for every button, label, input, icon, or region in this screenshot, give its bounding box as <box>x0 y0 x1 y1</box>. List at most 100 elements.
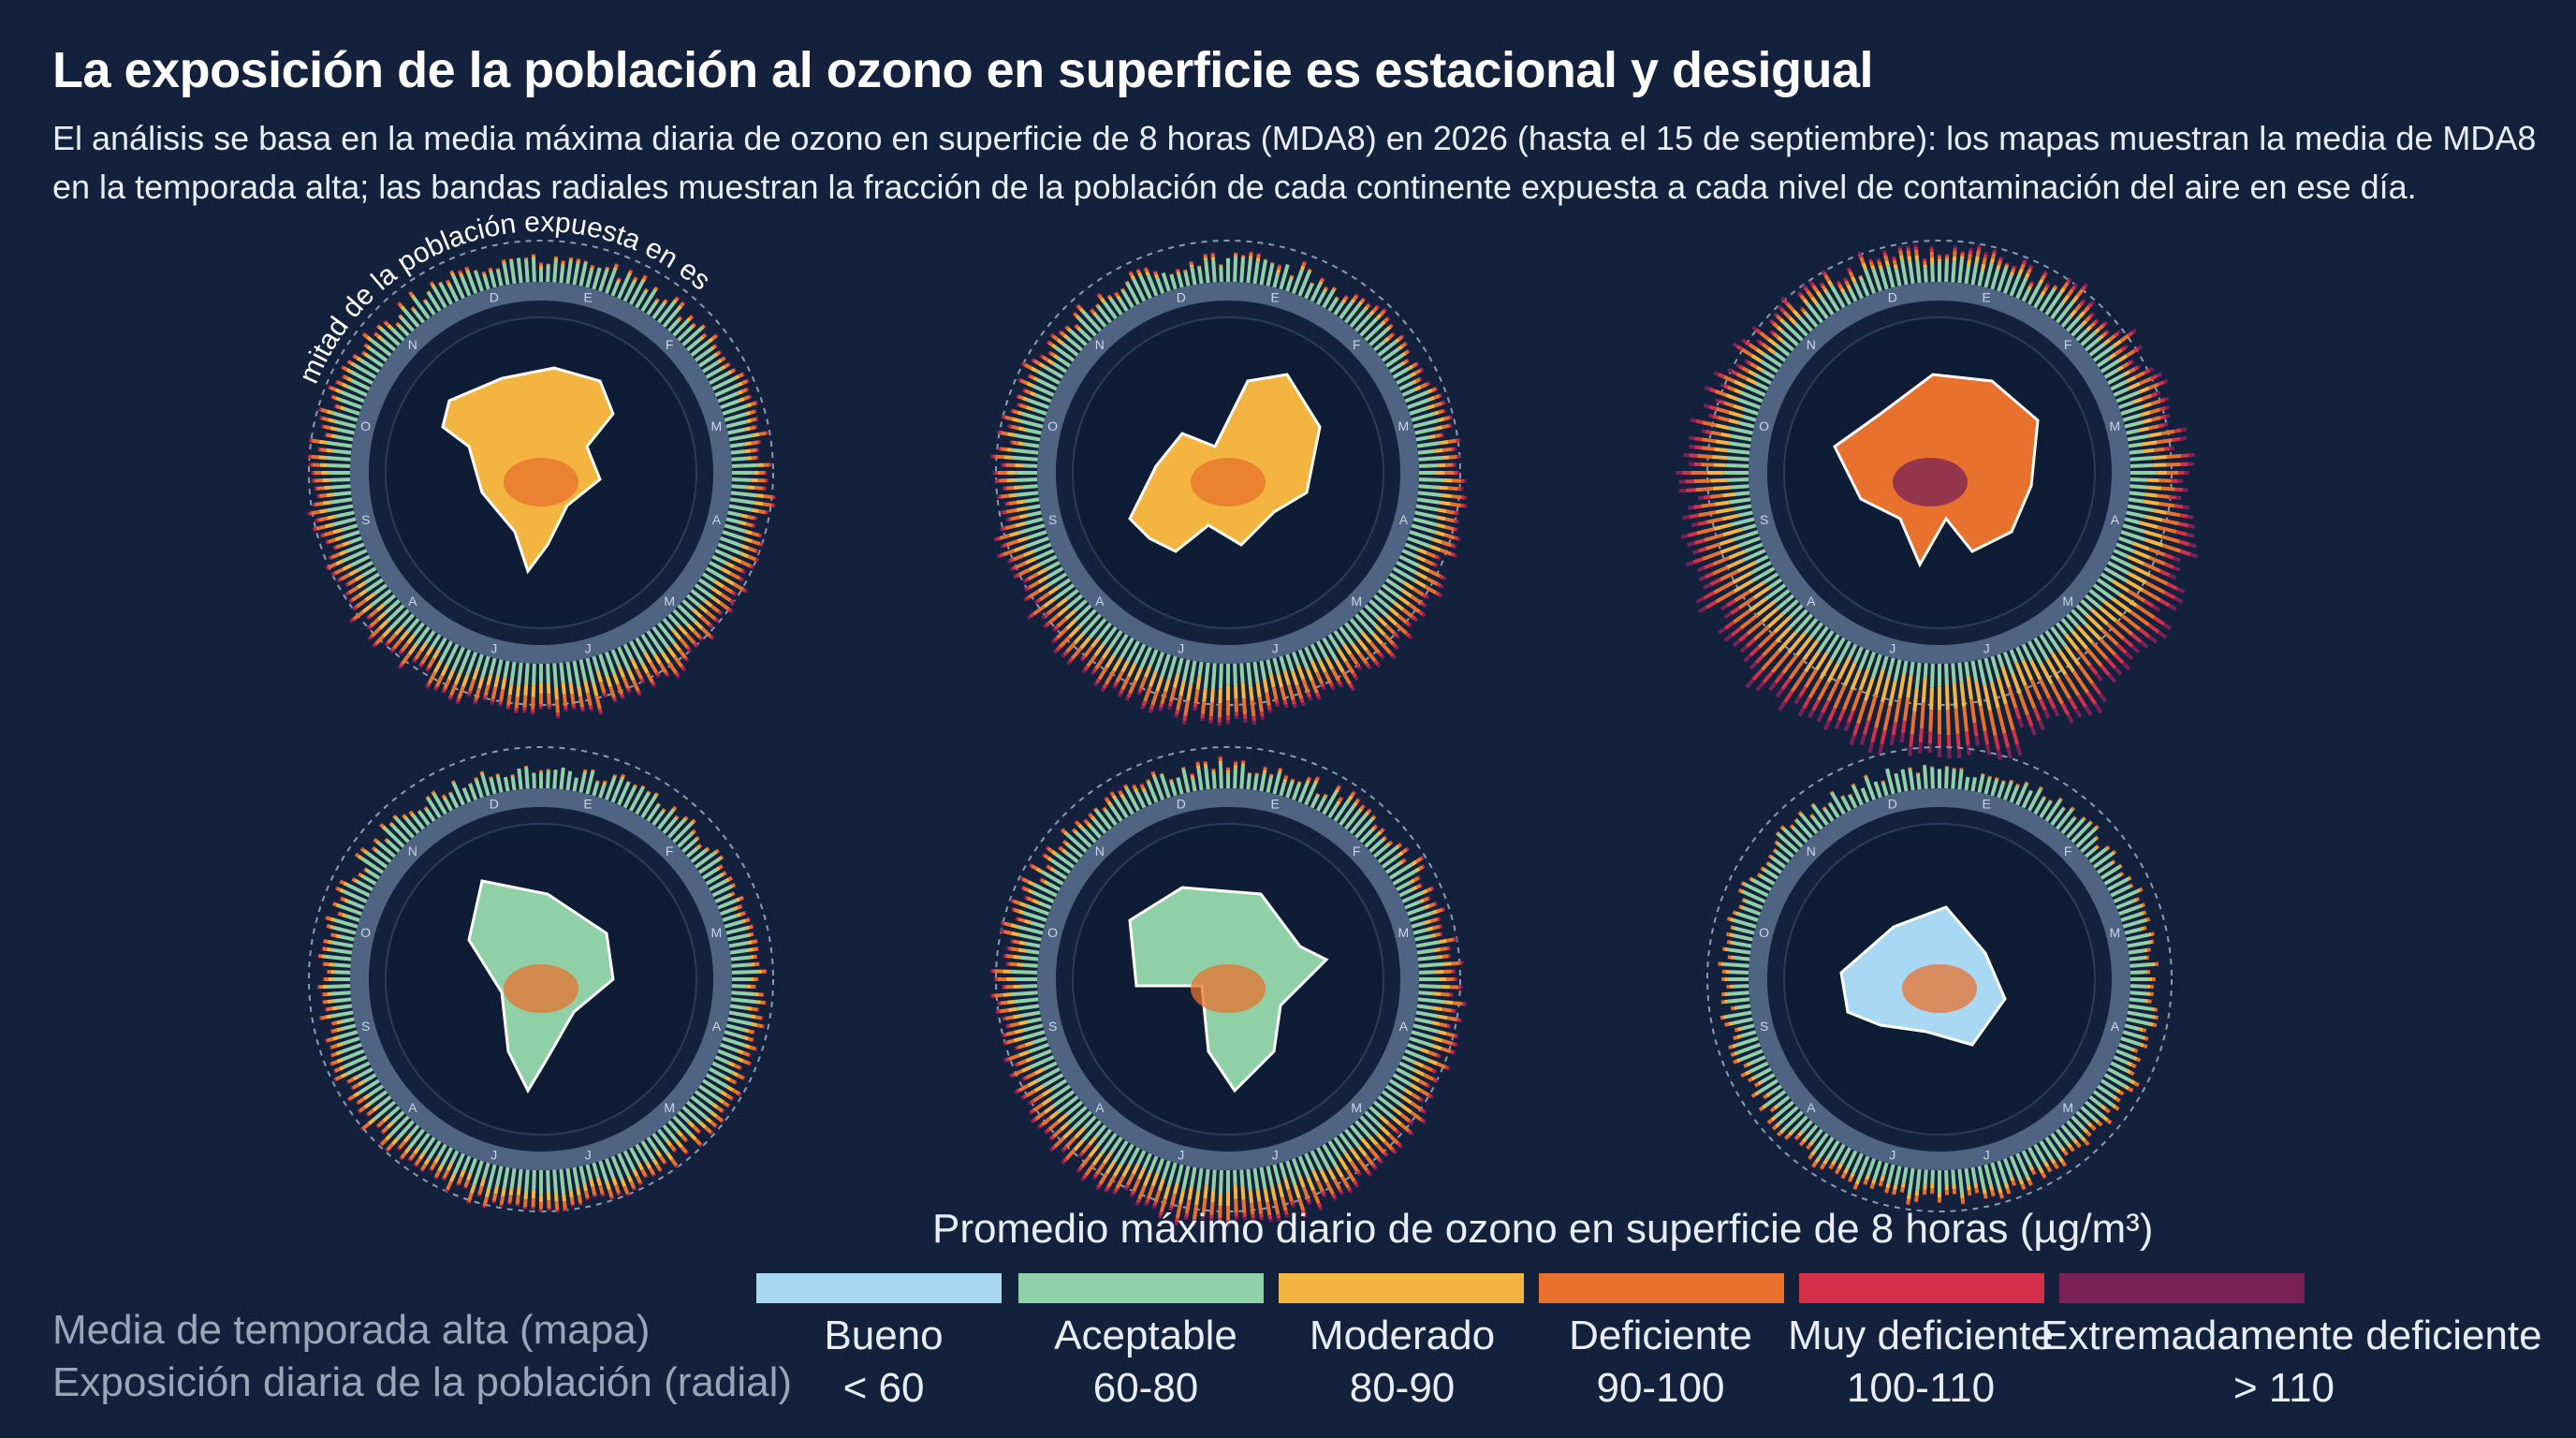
radial-bar-segment <box>1029 863 1033 868</box>
radial-bar-segment <box>330 572 334 577</box>
radial-bar-segment <box>2084 594 2101 609</box>
legend-swatch-bueno <box>756 1273 1002 1303</box>
radial-bar-segment <box>2066 713 2074 725</box>
radial-bar-segment <box>1758 1078 1779 1094</box>
radial-bar-segment <box>1776 594 1795 610</box>
radial-bar-segment <box>2165 413 2171 418</box>
radial-bar-segment <box>1108 803 1123 822</box>
radial-bar-segment <box>1127 1147 1140 1166</box>
radial-bar-segment <box>595 1176 603 1186</box>
radial-bar-segment <box>1760 866 1764 871</box>
radial-bar-segment <box>1749 1055 1766 1065</box>
radial-bar-segment <box>515 1195 520 1204</box>
radial-bar-segment <box>1166 655 1178 680</box>
radial-bar-segment <box>445 643 460 667</box>
radial-bar-segment <box>1036 1067 1061 1083</box>
radial-bar-segment <box>1777 842 1795 858</box>
radial-bar-segment <box>381 1125 389 1134</box>
radial-bar-segment <box>1160 653 1171 678</box>
radial-bar-segment <box>699 335 705 341</box>
radial-bar-segment <box>1357 666 1363 671</box>
radial-bar-segment <box>2027 283 2042 305</box>
radial-bar-segment <box>727 892 733 898</box>
radial-bar-segment <box>1398 594 1411 607</box>
radial-bar-segment <box>717 1049 739 1061</box>
radial-bar-segment <box>1029 374 1035 380</box>
radial-bar-segment <box>594 696 602 710</box>
radial-bar-segment <box>1028 589 1040 599</box>
radial-bar-segment <box>373 1100 397 1121</box>
radial-bar-segment <box>592 1162 600 1179</box>
radial-bar-segment <box>667 319 680 332</box>
radial-bar-segment <box>1453 544 1457 550</box>
radial-bar-segment <box>677 604 696 623</box>
radial-bar-segment <box>672 1115 693 1136</box>
radial-bar-segment <box>1008 500 1017 506</box>
radial-bar-segment <box>1375 1143 1386 1154</box>
radial-bar-segment <box>442 796 447 800</box>
radial-bar-segment <box>1410 1075 1420 1083</box>
radial-bar-segment <box>1420 1098 1425 1103</box>
radial-bar-segment <box>1065 594 1084 609</box>
month-label: E <box>584 797 593 812</box>
radial-bar-segment <box>1204 1168 1210 1185</box>
radial-bar-segment <box>677 624 688 636</box>
radial-bar-segment <box>1811 804 1829 827</box>
radial-bar-segment <box>336 579 340 583</box>
radial-bar-segment <box>1405 341 1409 345</box>
radial-bar-segment <box>1297 782 1310 803</box>
radial-bar-segment <box>1056 617 1068 628</box>
radial-bar-segment <box>731 984 747 989</box>
radial-bar-segment <box>1744 542 1764 553</box>
radial-bar-segment <box>312 438 320 444</box>
radial-bar-segment <box>336 1027 343 1033</box>
radial-bar-segment <box>628 270 633 274</box>
radial-bar-segment <box>1803 617 1819 635</box>
radial-bar-segment <box>1443 400 1447 404</box>
radial-bar-segment <box>1720 604 1729 611</box>
radial-bar-segment <box>1390 323 1394 328</box>
radial-bar-segment <box>321 533 325 538</box>
radial-bar-segment <box>710 595 722 605</box>
radial-bar-segment <box>1728 970 1749 975</box>
radial-bar-segment <box>1826 678 1841 702</box>
radial-bar-segment <box>1400 588 1413 598</box>
radial-bar-segment <box>1738 632 1749 642</box>
radial-bar-segment <box>1418 484 1439 490</box>
radial-bar-segment <box>333 491 352 497</box>
month-label: S <box>1048 1019 1057 1034</box>
radial-bar-segment <box>2050 301 2066 320</box>
radial-bar-segment <box>329 917 336 922</box>
radial-bar-segment <box>715 866 721 872</box>
radial-bar-segment <box>727 607 732 612</box>
radial-bar-segment <box>1420 1048 1430 1054</box>
radial-bar-segment <box>1695 418 1704 425</box>
radial-bar-segment <box>1437 507 1447 514</box>
radial-bar-segment <box>402 814 408 820</box>
radial-bar-segment <box>334 1075 343 1081</box>
radial-bar-segment <box>1400 1094 1412 1105</box>
radial-bar-segment <box>1886 1164 1895 1184</box>
radial-bar-segment <box>603 695 607 698</box>
radial-bar-segment <box>337 911 344 917</box>
radial-bar-segment <box>340 934 355 942</box>
radial-bar-segment <box>1397 843 1402 848</box>
radial-bar-segment <box>424 301 436 315</box>
radial-bar-segment <box>1041 852 1045 857</box>
radial-bar-segment <box>2159 397 2166 404</box>
radial-bar-segment <box>1830 285 1846 309</box>
radial-bar-segment <box>725 926 747 935</box>
radial-bar-segment <box>514 697 520 709</box>
radial-bar-segment <box>384 599 401 615</box>
radial-bar-segment <box>643 1175 649 1179</box>
radial-bar-segment <box>754 549 758 554</box>
radial-bar-segment <box>1698 606 1707 614</box>
radial-bar-segment <box>1837 281 1841 286</box>
radial-bar-segment <box>2011 1180 2016 1186</box>
radial-bar-segment <box>2130 970 2146 975</box>
radial-bar-segment <box>631 679 640 692</box>
radial-bar-segment <box>2163 591 2176 600</box>
radial-bar-segment <box>1846 284 1852 290</box>
radial-bar-segment <box>1219 1169 1223 1194</box>
radial-bar-segment <box>2186 532 2195 538</box>
